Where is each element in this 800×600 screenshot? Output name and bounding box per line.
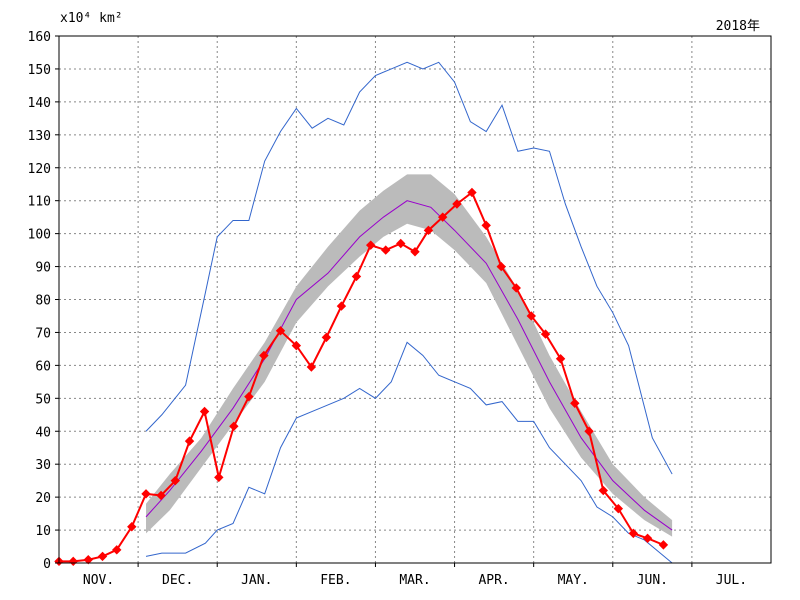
current-year-point xyxy=(199,406,210,417)
current-year-point xyxy=(321,332,332,343)
y-tick-label: 70 xyxy=(35,326,51,341)
y-tick-label: 40 xyxy=(35,425,51,440)
current-year-point xyxy=(658,540,669,550)
current-year-point xyxy=(291,340,302,351)
current-year-point xyxy=(68,556,78,567)
y-tick-label: 110 xyxy=(28,195,51,210)
current-year-point xyxy=(511,283,521,293)
y-tick-layer: 0 10 20 30 40 50 60 70 80 90 100 110 120 130 140 150 160 xyxy=(28,30,59,572)
y-tick-label: 30 xyxy=(35,458,51,473)
current-year-point xyxy=(526,311,537,321)
current-year-point xyxy=(598,485,608,496)
current-year-point xyxy=(127,522,137,532)
current-year-point xyxy=(437,212,448,222)
year-label: 2018年 xyxy=(716,19,760,34)
y-tick-label: 140 xyxy=(28,96,51,111)
current-year-point xyxy=(570,398,580,408)
y-tick-label: 0 xyxy=(43,557,51,572)
current-year-point xyxy=(112,545,122,555)
current-year-point xyxy=(396,238,406,249)
current-year-point xyxy=(229,421,239,432)
x-tick-label: JUL. xyxy=(716,573,747,588)
current-year-point xyxy=(628,528,639,539)
current-year-point xyxy=(467,187,477,198)
y-tick-label: 100 xyxy=(28,228,51,243)
x-tick-layer: NOV. DEC. JAN. FEB. MAR. APR. MAY. JUN. JUL. xyxy=(83,563,747,588)
y-tick-label: 80 xyxy=(35,294,51,309)
x-tick-label: FEB. xyxy=(320,573,351,588)
current-year-point xyxy=(306,362,317,372)
y-tick-label: 60 xyxy=(35,359,51,374)
y-unit-label: x10⁴ km² xyxy=(60,11,123,26)
current-year-point xyxy=(97,551,108,562)
current-year-point xyxy=(170,475,181,486)
x-tick-label: NOV. xyxy=(83,573,114,588)
x-tick-label: MAR. xyxy=(399,573,430,588)
current-year-point xyxy=(336,301,347,311)
current-year-point xyxy=(83,554,93,565)
current-year-point xyxy=(496,261,506,272)
current-year-point xyxy=(481,220,491,231)
current-year-point xyxy=(410,247,420,257)
mean-extent-line xyxy=(145,200,673,531)
current-year-point xyxy=(381,245,391,255)
current-year-point xyxy=(156,490,166,501)
current-year-point xyxy=(365,240,376,250)
min-extent-line xyxy=(145,341,673,564)
x-tick-label: APR. xyxy=(478,573,509,588)
y-tick-label: 120 xyxy=(28,162,51,177)
y-tick-label: 10 xyxy=(35,524,51,539)
current-year-point xyxy=(351,271,362,282)
current-year-point xyxy=(540,329,551,339)
current-year-point xyxy=(259,350,269,361)
y-tick-label: 130 xyxy=(28,129,51,144)
y-tick-label: 20 xyxy=(35,491,51,506)
x-tick-label: DEC. xyxy=(162,573,193,588)
current-year-point xyxy=(141,489,151,499)
current-year-point xyxy=(423,225,434,236)
x-tick-label: JUN. xyxy=(637,573,668,588)
y-tick-label: 160 xyxy=(28,30,51,45)
x-tick-label: MAY. xyxy=(558,573,589,588)
current-year-point xyxy=(184,436,195,446)
current-year-point xyxy=(452,199,462,209)
current-year-point xyxy=(244,391,254,402)
y-tick-label: 50 xyxy=(35,392,51,407)
series-line-layer xyxy=(59,61,673,564)
current-year-point xyxy=(584,426,594,436)
grid-layer xyxy=(59,36,771,563)
max-extent-line xyxy=(145,61,673,475)
y-tick-label: 90 xyxy=(35,261,51,276)
x-tick-label: JAN. xyxy=(241,573,272,588)
current-year-point xyxy=(555,354,566,364)
current-year-point xyxy=(275,326,286,336)
current-year-point xyxy=(613,503,624,514)
current-year-point xyxy=(214,472,224,483)
current-year-point xyxy=(642,533,653,544)
y-tick-label: 150 xyxy=(28,63,51,78)
